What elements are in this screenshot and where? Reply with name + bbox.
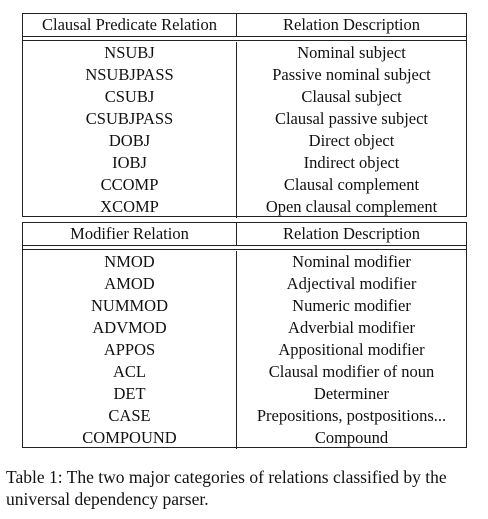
description-cell: Clausal complement: [283, 175, 420, 194]
table-row: NMOD Nominal modifier: [23, 251, 466, 273]
description-cell: Adverbial modifier: [288, 318, 415, 337]
header-relation-description: Relation Description: [282, 224, 420, 243]
relation-cell: COMPOUND: [23, 427, 237, 449]
relation-cell: XCOMP: [23, 196, 237, 218]
description-cell: Compound: [314, 428, 389, 447]
relation-cell: NSUBJPASS: [23, 64, 237, 86]
description-cell: Clausal modifier of noun: [268, 362, 435, 381]
relation-cell: APPOS: [23, 339, 237, 361]
relation-cell: CCOMP: [23, 174, 237, 196]
table-row: XCOMP Open clausal complement: [23, 196, 466, 218]
table-row: IOBJ Indirect object: [23, 152, 466, 174]
table-row: NUMMOD Numeric modifier: [23, 295, 466, 317]
relation-cell: AMOD: [23, 273, 237, 295]
header-modifier-relation: Modifier Relation: [23, 223, 237, 245]
modifier-table: Modifier Relation Relation Description N…: [22, 222, 467, 449]
description-cell: Nominal subject: [297, 43, 406, 62]
table-row: NSUBJPASS Passive nominal subject: [23, 64, 466, 86]
relation-cell: NSUBJ: [23, 42, 237, 64]
table-header-row: Clausal Predicate Relation Relation Desc…: [22, 14, 467, 41]
relation-cell: CASE: [23, 405, 237, 427]
table-caption: Table 1: The two major categories of rel…: [6, 467, 447, 509]
header-relation-description: Relation Description: [282, 15, 420, 34]
relation-cell: ACL: [23, 361, 237, 383]
description-cell: Prepositions, postpositions...: [256, 406, 447, 425]
description-cell: Nominal modifier: [292, 252, 411, 271]
table-row: CSUBJPASS Clausal passive subject: [23, 108, 466, 130]
table-row: CASE Prepositions, postpositions...: [23, 405, 466, 427]
clausal-predicate-table: Clausal Predicate Relation Relation Desc…: [22, 13, 467, 218]
relation-cell: CSUBJ: [23, 86, 237, 108]
description-cell: Direct object: [308, 131, 395, 150]
table-row: ADVMOD Adverbial modifier: [23, 317, 466, 339]
description-cell: Passive nominal subject: [272, 65, 431, 84]
description-cell: Open clausal complement: [265, 197, 438, 216]
description-cell: Adjectival modifier: [286, 274, 417, 293]
description-cell: Numeric modifier: [292, 296, 411, 315]
relation-cell: ADVMOD: [23, 317, 237, 339]
table-row: CCOMP Clausal complement: [23, 174, 466, 196]
table-row: COMPOUND Compound: [23, 427, 466, 449]
table-row: ACL Clausal modifier of noun: [23, 361, 466, 383]
table-row: APPOS Appositional modifier: [23, 339, 466, 361]
description-cell: Determiner: [313, 384, 390, 403]
table-row: DET Determiner: [23, 383, 466, 405]
relation-cell: NMOD: [23, 251, 237, 273]
header-clausal-predicate-relation: Clausal Predicate Relation: [23, 14, 237, 36]
table-row: AMOD Adjectival modifier: [23, 273, 466, 295]
relation-cell: DET: [23, 383, 237, 405]
table-header-row: Modifier Relation Relation Description: [22, 223, 467, 250]
table-row: CSUBJ Clausal subject: [23, 86, 466, 108]
description-cell: Indirect object: [303, 153, 400, 172]
description-cell: Clausal passive subject: [274, 109, 429, 128]
table-row: NSUBJ Nominal subject: [23, 42, 466, 64]
description-cell: Clausal subject: [301, 87, 402, 106]
description-cell: Appositional modifier: [278, 340, 425, 359]
relation-cell: NUMMOD: [23, 295, 237, 317]
relation-cell: CSUBJPASS: [23, 108, 237, 130]
table-row: DOBJ Direct object: [23, 130, 466, 152]
relation-cell: IOBJ: [23, 152, 237, 174]
relation-cell: DOBJ: [23, 130, 237, 152]
